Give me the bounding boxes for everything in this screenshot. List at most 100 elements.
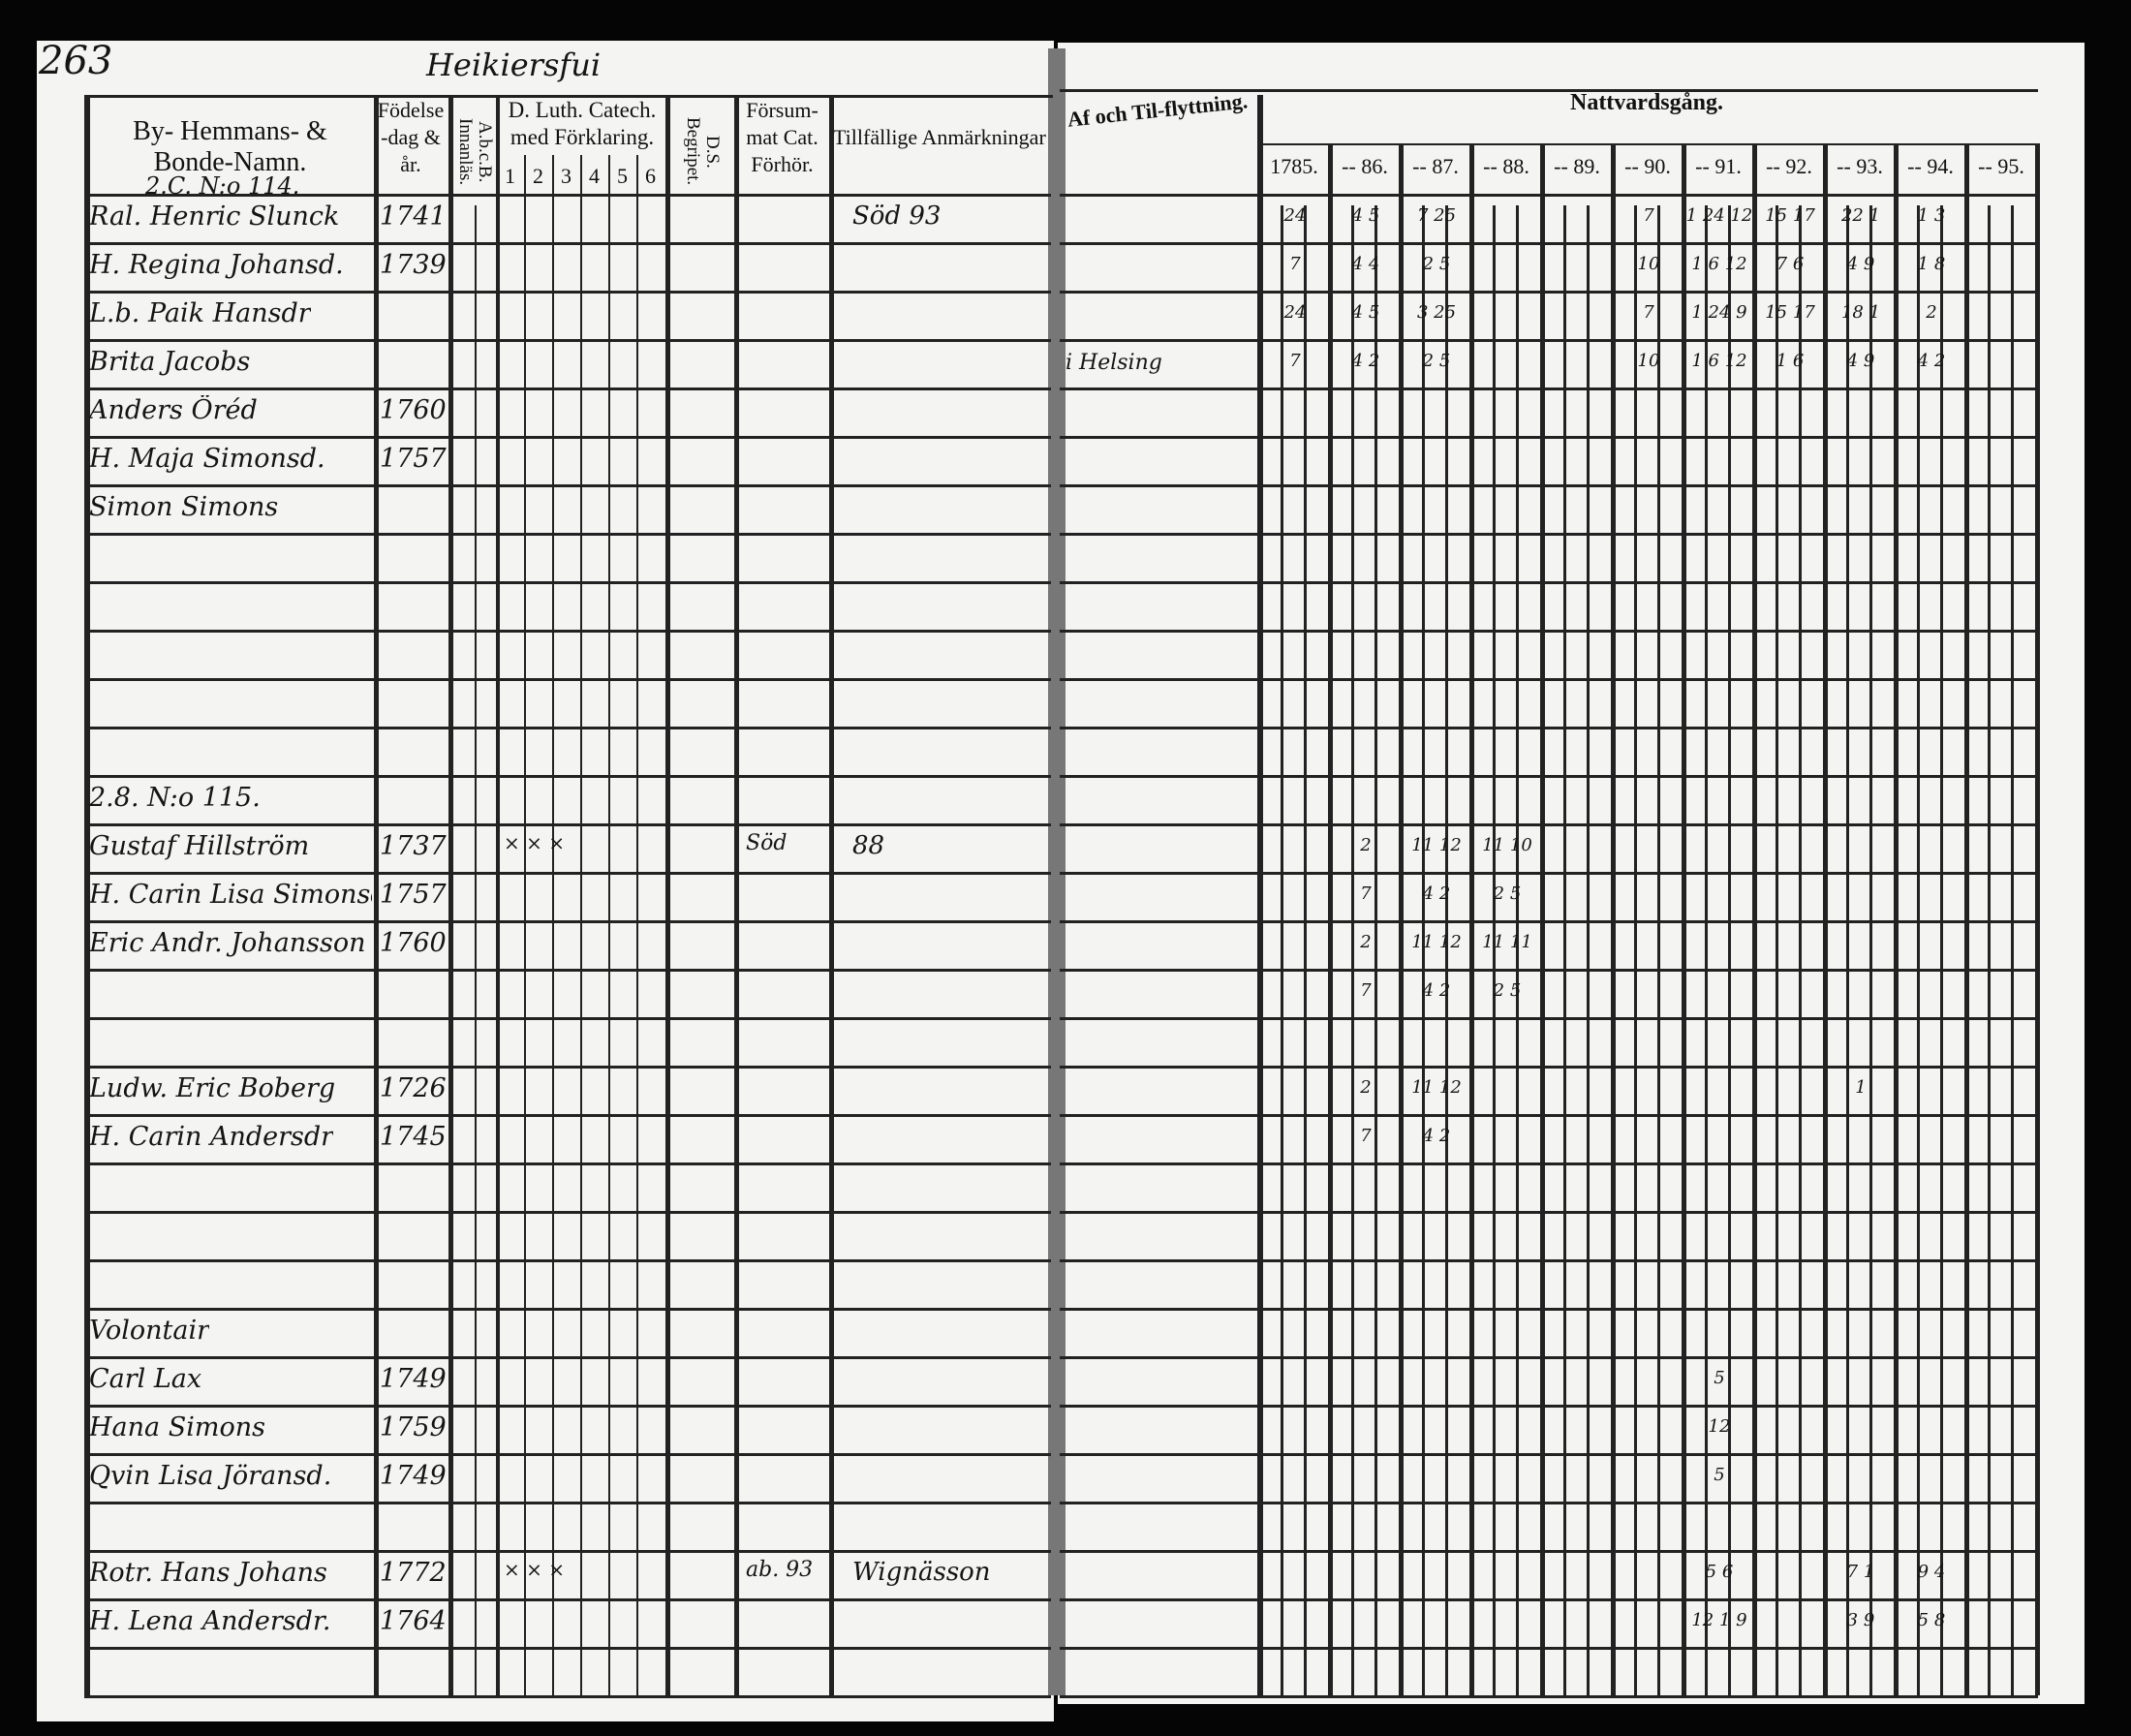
missed-hearing: ab. 93 (746, 1558, 814, 1582)
birth-year: 1749 (380, 1364, 447, 1394)
row-rule (1060, 1647, 2038, 1650)
communion-mark: 7 (1643, 302, 1654, 323)
header-top-rule (84, 95, 1053, 98)
communion-mark: 5 (1714, 1465, 1725, 1485)
communion-mark: 4 5 (1351, 205, 1380, 226)
communion-mark: 7 1 (1846, 1562, 1875, 1582)
communion-mark: 12 1 9 (1691, 1610, 1747, 1630)
row-rule (1060, 1308, 2038, 1311)
left-page (37, 41, 1054, 1721)
header-birth: Födelse-dag & år. (377, 98, 445, 176)
row-rule (84, 194, 1051, 197)
person-name: Rotr. Hans Johans (89, 1558, 327, 1588)
communion-mark: 11 12 (1411, 1077, 1462, 1098)
row-rule (84, 484, 1051, 487)
communion-mark: 12 (1708, 1416, 1731, 1437)
column-rule (1964, 143, 1969, 1695)
communion-mark: 7 (1360, 1126, 1372, 1146)
row-rule (1060, 630, 2038, 633)
page-number: 263 (39, 39, 113, 83)
row-rule (84, 775, 1051, 778)
header-communion: Nattvardsgång. (1569, 90, 1723, 115)
row-rule (1060, 1502, 2038, 1504)
year-label: -- 90. (1624, 154, 1671, 178)
row-rule (84, 1356, 1051, 1359)
parish-title: Heikiersfui (426, 46, 602, 83)
row-rule (1060, 1405, 2038, 1408)
row-rule (1060, 581, 2038, 584)
column-rule (475, 205, 477, 1695)
row-rule (84, 1502, 1051, 1504)
column-rule (1540, 143, 1545, 1695)
communion-mark: 4 9 (1846, 254, 1875, 274)
row-rule (84, 1405, 1051, 1408)
row-rule (84, 1114, 1051, 1117)
communion-mark: 2 5 (1493, 980, 1522, 1001)
year-label: -- 88. (1483, 154, 1529, 178)
column-rule (1281, 205, 1283, 1695)
row-rule (1060, 1066, 2038, 1069)
row-rule (84, 1211, 1051, 1214)
communion-mark: 22 1 (1840, 205, 1881, 226)
row-rule (84, 1162, 1051, 1165)
communion-mark: 2 (1360, 1077, 1372, 1098)
communion-mark: 4 2 (1422, 980, 1451, 1001)
row-rule (84, 727, 1051, 729)
column-rule (1917, 205, 1920, 1695)
column-rule (1869, 205, 1872, 1695)
person-name: Volontair (89, 1316, 210, 1346)
row-rule (84, 533, 1051, 536)
column-rule (1422, 205, 1425, 1695)
column-rule (1469, 143, 1474, 1695)
communion-mark: 5 8 (1917, 1610, 1946, 1630)
column-rule (1846, 205, 1849, 1695)
communion-mark: 7 6 (1776, 254, 1805, 274)
person-name: Ludw. Eric Boberg (89, 1073, 336, 1103)
row-rule (84, 1259, 1051, 1262)
remark: Söd 93 (852, 202, 942, 231)
person-name: H. Maja Simonsd. (89, 444, 325, 474)
year-label: -- 89. (1554, 154, 1600, 178)
column-rule (1799, 205, 1802, 1695)
year-label: -- 86. (1342, 154, 1388, 178)
person-name: Ral. Henric Slunck (89, 202, 340, 232)
catechism-part-label: 2 (533, 164, 543, 188)
remark: 88 (852, 831, 885, 860)
year-header-rule (1257, 143, 2037, 145)
communion-mark: 1 6 12 (1691, 254, 1747, 274)
header-names: By- Hemmans- & Bonde-Namn. (133, 116, 327, 177)
person-name: H. Regina Johansd. (89, 250, 344, 280)
column-rule (1445, 205, 1448, 1695)
communion-mark: 7 (1289, 254, 1301, 274)
communion-mark: 2 (1926, 302, 1937, 323)
communion-mark: 2 5 (1493, 884, 1522, 904)
column-rule (1894, 143, 1899, 1695)
communion-mark: 1 24 12 (1685, 205, 1753, 226)
column-rule (84, 95, 90, 1695)
communion-mark: 1 (1855, 1077, 1867, 1098)
column-rule (1399, 143, 1404, 1695)
birth-year: 1739 (380, 250, 447, 280)
communion-mark: 4 2 (1422, 1126, 1451, 1146)
column-rule (1587, 205, 1590, 1695)
communion-mark: 4 2 (1422, 884, 1451, 904)
communion-mark: 4 4 (1351, 254, 1380, 274)
row-rule (84, 1308, 1051, 1311)
person-name: 2.8. N:o 115. (89, 783, 261, 813)
row-rule (1060, 1695, 2038, 1698)
person-name: H. Lena Andersdr. (89, 1606, 331, 1636)
person-name: Qvin Lisa Jöransd. (89, 1461, 332, 1491)
communion-mark: 18 1 (1840, 302, 1881, 323)
communion-mark: 2 (1360, 835, 1372, 855)
row-rule (1060, 533, 2038, 536)
row-rule (84, 1598, 1051, 1601)
row-rule (1060, 1356, 2038, 1359)
communion-mark: 4 5 (1351, 302, 1380, 323)
column-rule (1374, 205, 1377, 1695)
communion-mark: 5 (1714, 1368, 1725, 1388)
communion-mark: 24 (1283, 302, 1307, 323)
person-name: Gustaf Hillström (89, 831, 310, 861)
communion-mark: 11 12 (1411, 835, 1462, 855)
header-abc: A.b.c.B. Innanläs. (455, 117, 495, 186)
row-rule (84, 823, 1051, 826)
